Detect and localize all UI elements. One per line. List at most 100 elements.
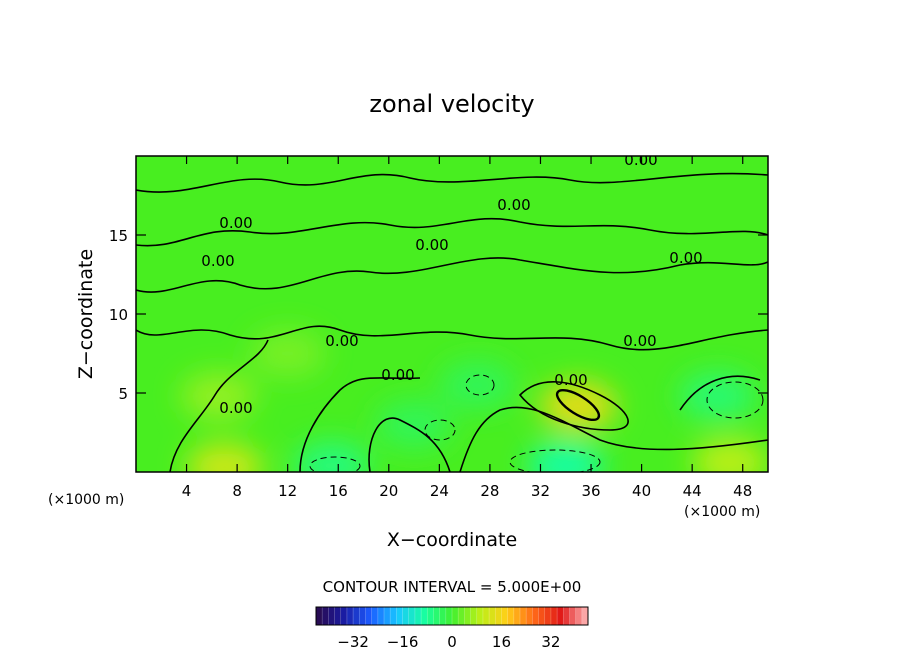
field-feature [439,361,516,410]
colorbar-cell [507,607,515,625]
field-feature [376,400,453,449]
svg-text:0.00: 0.00 [415,236,448,254]
colorbar-cell [384,607,391,625]
colorbar-cell [513,607,521,625]
colorbar-cell [526,607,533,625]
y-tick-label: 15 [109,227,128,245]
contour-label: 0.00 [219,214,252,232]
svg-text:0.00: 0.00 [219,214,252,232]
x-tick-label: 40 [632,482,651,500]
x-axis-ticks: 4 8 12 16 20 24 28 32 36 40 44 48 [182,156,752,500]
colorbar-cell [359,607,366,625]
colorbar-frame [315,606,589,626]
contour-interval-text: CONTOUR INTERVAL = 5.000E+00 [323,578,582,596]
contour-label-group: 0.00 0.00 0.00 0.00 0.00 0.00 0.00 0.00 0.00 0.00… [201,156,702,417]
x-tick-label: 16 [329,482,348,500]
x-unit-left: (×1000 m) [48,492,124,508]
colorbar-cell [550,607,558,625]
x-tick-label: 48 [733,482,752,500]
x-tick-label: 44 [683,482,702,500]
colorbar-cell [464,607,471,625]
colorbar-cell [452,607,459,625]
colorbar-cell [538,607,546,625]
x-tick-label: 36 [581,482,600,500]
colorbar-cell [575,607,583,625]
colorbar-cell [340,607,348,625]
colorbar-cell [439,607,447,625]
colorbar-cell [482,607,490,625]
x-tick-label: 4 [182,482,192,500]
colorbar-cell [544,607,552,625]
colorbar-tick-label: 0 [447,633,457,651]
colorbar-cell [445,607,453,625]
x-tick-label: 28 [480,482,499,500]
contour-label: 0.00 [201,252,234,270]
colorbar-cell [569,607,576,625]
svg-text:0.00: 0.00 [201,252,234,270]
colorbar-cell [408,607,416,625]
colorbar-tick-label: 16 [492,633,511,651]
field-background [136,156,768,472]
contour-label: 0.00 [415,236,448,254]
colorbar-cell [371,607,379,625]
svg-text:0.00: 0.00 [669,249,702,267]
field-feature [249,329,326,378]
x-unit-right: (×1000 m) [684,504,760,520]
contour-label: 0.00 [497,196,530,214]
field-feature [186,443,263,472]
x-tick-label: 12 [278,482,297,500]
colorbar-cell [532,607,539,625]
colorbar-cell [557,607,564,625]
colorbar-cell [365,607,372,625]
strong-contour [555,388,601,422]
colorbar-tick-label: 32 [541,633,560,651]
x-tick-label: 24 [430,482,449,500]
colorbar-tick-label: −16 [387,633,419,651]
contour-label: 0.00 [554,371,587,389]
negative-contours [309,374,764,472]
colorbar-cell [328,607,335,625]
x-tick-label: 8 [232,482,242,500]
colorbar-cell [402,607,410,625]
colorbar-cell [322,607,329,625]
colorbar-cell [489,607,496,625]
y-axis-label: Z−coordinate [75,249,97,379]
plot-area: 0.00 0.00 0.00 0.00 0.00 0.00 0.00 0.00 0.00 0.00… [136,156,768,472]
colorbar-cell [334,607,342,625]
x-axis-label: X−coordinate [387,529,517,551]
colorbar: −32 −16 0 16 32 [315,606,589,651]
colorbar-tick-label: −32 [337,633,369,651]
field-feature [527,441,604,472]
colorbar-cell [427,607,434,625]
svg-text:0.00: 0.00 [219,399,252,417]
field-feature [679,372,756,421]
contour-label: 0.00 [325,332,358,350]
y-tick-label: 5 [118,385,128,403]
colorbar-cell [501,607,508,625]
svg-text:0.00: 0.00 [623,332,656,350]
colorbar-cell [346,607,354,625]
colorbar-cell [390,607,397,625]
chart-title: zonal velocity [369,90,534,118]
svg-text:0.00: 0.00 [554,371,587,389]
contour-label: 0.00 [219,399,252,417]
y-axis-ticks: 5 10 15 [109,227,768,403]
colorbar-cell [433,607,440,625]
svg-text:0.00: 0.00 [325,332,358,350]
colorbar-cell [353,607,360,625]
colorbar-cell [316,607,323,625]
colorbar-cell [581,607,589,625]
svg-text:0.00: 0.00 [381,366,414,384]
colorbar-cell [470,607,478,625]
x-tick-label: 20 [379,482,398,500]
contour-label: 0.00 [669,249,702,267]
x-tick-label: 32 [531,482,550,500]
colorbar-cell [414,607,422,625]
field-feature [180,372,257,421]
colorbar-cell [476,607,484,625]
contour-lines [136,172,768,472]
colorbar-cell [495,607,502,625]
colorbar-cell [396,607,403,625]
y-tick-label: 10 [109,306,128,324]
